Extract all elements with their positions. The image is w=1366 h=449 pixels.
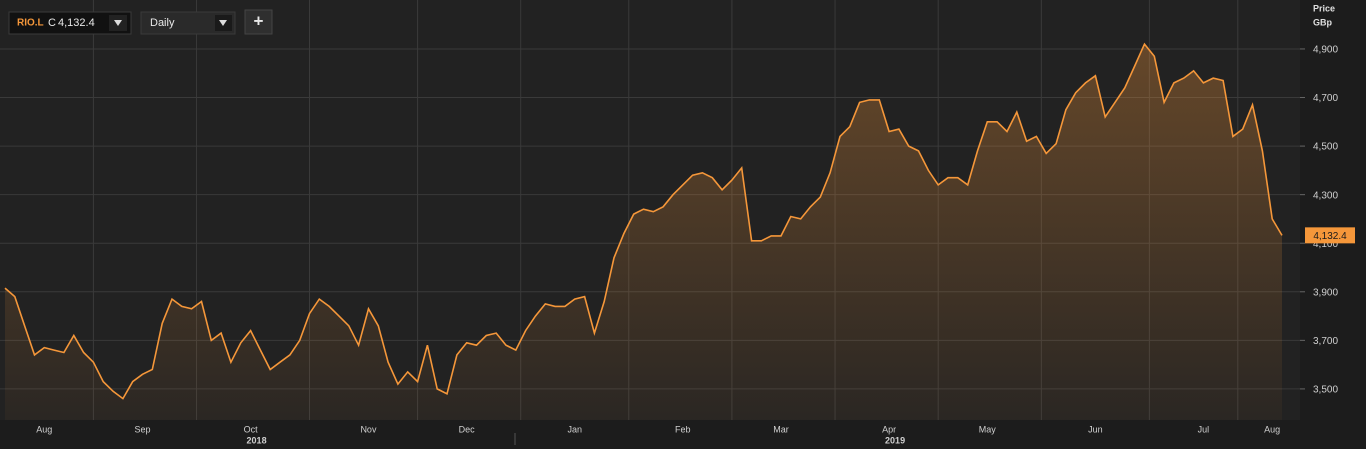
x-tick-label: Aug <box>36 424 52 434</box>
x-tick-label: Oct <box>244 424 259 434</box>
last-value-box <box>1305 227 1355 244</box>
x-tick-label: Feb <box>675 424 691 434</box>
y-tick-label: 3,700 <box>1313 336 1338 347</box>
x-tick-label: Jun <box>1088 424 1103 434</box>
y-tick-label: 4,100 <box>1313 239 1338 250</box>
y-tick-label: 4,900 <box>1313 45 1338 56</box>
dropdown-arrow <box>114 20 122 26</box>
interval-box[interactable] <box>140 11 236 35</box>
x-tick-label: Mar <box>773 424 789 434</box>
symbol-box[interactable] <box>8 11 132 35</box>
interval: Daily <box>150 17 175 29</box>
x-tick-label: Apr <box>882 424 896 434</box>
x-axis-background <box>0 420 1300 449</box>
add-icon: + <box>254 11 264 30</box>
last-value-label: 4,132.4 <box>1313 231 1347 242</box>
axis-background <box>1300 0 1366 449</box>
axis-title: Price <box>1313 3 1335 13</box>
x-tick-label: Dec <box>459 424 476 434</box>
x-tick-label: Sep <box>135 424 151 434</box>
x-tick-label: Jul <box>1198 424 1210 434</box>
x-tick-label: Nov <box>360 424 377 434</box>
x-tick-label: Jan <box>567 424 582 434</box>
y-tick-label: 4,700 <box>1313 93 1338 104</box>
y-tick-label: 3,500 <box>1313 385 1338 396</box>
y-tick-label: 4,300 <box>1313 190 1338 201</box>
x-tick-label: Aug <box>1264 424 1280 434</box>
marks <box>4 42 1283 420</box>
year-label: 2018 <box>247 435 267 445</box>
area <box>5 44 1282 420</box>
x-tick-label: May <box>979 424 997 434</box>
add-button[interactable] <box>244 9 273 35</box>
price-line <box>4 42 1283 400</box>
close-value: 4,132.4 <box>58 17 95 29</box>
axis-unit: GBp <box>1313 17 1333 27</box>
dropdown-arrow <box>219 20 227 26</box>
y-tick-label: 4,500 <box>1313 142 1338 153</box>
year-label: 2019 <box>885 435 905 445</box>
close-prefix: C <box>48 17 56 29</box>
y-tick-label: 3,900 <box>1313 287 1338 298</box>
symbol: RIO.L <box>17 18 44 29</box>
